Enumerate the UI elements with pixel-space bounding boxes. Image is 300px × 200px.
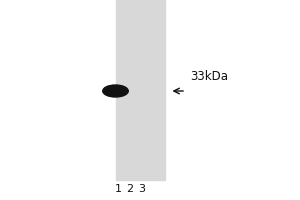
Text: 33kDa: 33kDa [190,70,229,83]
Text: 3: 3 [138,184,145,194]
Ellipse shape [103,85,128,97]
Bar [116,0,165,180]
Text: 2: 2 [126,184,134,194]
Text: 1: 1 [115,184,122,194]
